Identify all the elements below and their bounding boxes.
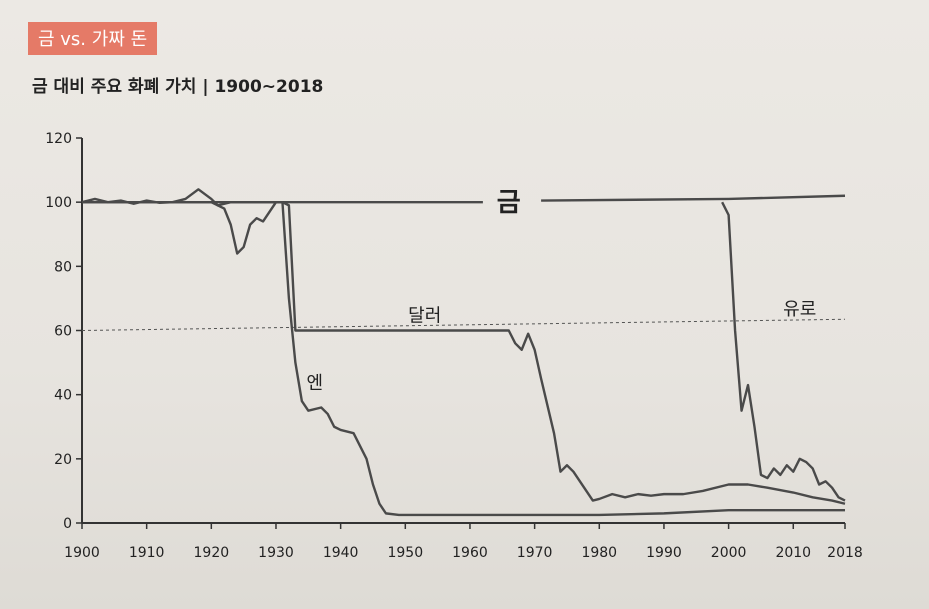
series-2-line bbox=[82, 200, 845, 517]
y-tick-label: 60 bbox=[54, 324, 72, 340]
x-tick-label: 2010 bbox=[775, 545, 811, 561]
y-tick-label: 0 bbox=[63, 516, 72, 532]
x-tick-label: 1910 bbox=[129, 545, 165, 561]
section-tag: 금 vs. 가짜 돈 bbox=[28, 22, 158, 55]
y-tick-label: 40 bbox=[54, 388, 72, 404]
series-0-label: 금 bbox=[497, 188, 521, 218]
x-tick-label: 1990 bbox=[646, 545, 682, 561]
x-tick-label: 1950 bbox=[387, 545, 423, 561]
x-tick-label: 1940 bbox=[323, 545, 359, 561]
reference-line-60 bbox=[81, 318, 846, 331]
x-tick-label: 1930 bbox=[258, 545, 294, 561]
series-3-line bbox=[721, 201, 846, 502]
x-tick-label: 1960 bbox=[452, 545, 488, 561]
chart-title: 금 대비 주요 화폐 가치 | 1900~2018 bbox=[32, 77, 324, 97]
series-1-label: 달러 bbox=[408, 305, 441, 326]
y-tick-label: 80 bbox=[54, 259, 72, 275]
x-tick-label: 1980 bbox=[581, 545, 617, 561]
series-2-label: 엔 bbox=[306, 373, 323, 394]
series-1-line bbox=[81, 188, 846, 505]
y-tick-label: 20 bbox=[54, 452, 72, 468]
x-tick-label: 2000 bbox=[711, 545, 747, 561]
x-tick-label: 1970 bbox=[517, 545, 553, 561]
y-tick-label: 100 bbox=[45, 195, 72, 211]
x-tick-label: 1920 bbox=[194, 545, 230, 561]
series-3-label: 유로 bbox=[783, 299, 816, 320]
y-tick-label: 120 bbox=[45, 131, 72, 147]
series-0-line-segment-2 bbox=[541, 194, 846, 202]
x-tick-label: 2018 bbox=[827, 545, 863, 561]
x-tick-label: 1900 bbox=[64, 545, 100, 561]
